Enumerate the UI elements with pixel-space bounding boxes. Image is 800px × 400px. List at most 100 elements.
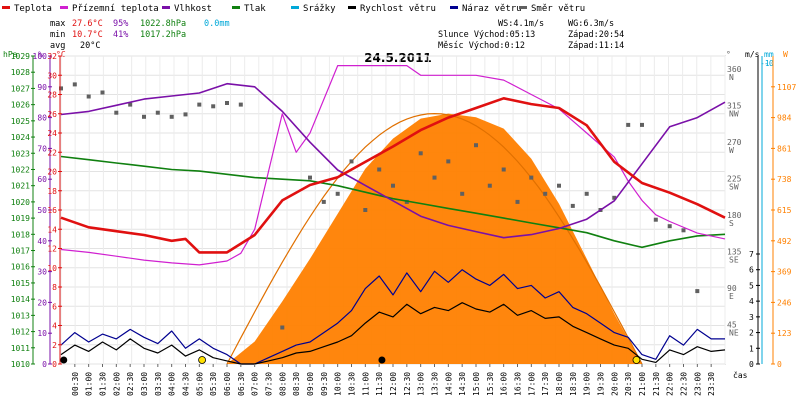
- wind-dir-point: [418, 151, 423, 156]
- chart-title: 24.5.2011: [364, 51, 432, 65]
- moonrise: Měsíc Východ:0:12: [438, 41, 525, 51]
- x-tick-label: 20:30: [624, 372, 633, 396]
- legend-item-6: Náraz větru: [450, 4, 522, 14]
- wind-dir-point: [515, 199, 520, 204]
- axis-pressure-label: 1024: [11, 133, 30, 142]
- x-tick-label: 01:30: [99, 372, 108, 396]
- solar-label: 1107: [777, 83, 796, 92]
- legend-swatch: [162, 6, 170, 9]
- series-teplota: [60, 97, 726, 254]
- legend-swatch: [291, 6, 299, 9]
- wind-dir-point: [59, 86, 63, 91]
- wind-dir-value: 315: [727, 102, 742, 111]
- axis-pressure-label: 1018: [11, 230, 30, 239]
- wind-dir-point: [557, 183, 561, 188]
- wind-dir-point: [612, 195, 617, 200]
- x-tick-label: 10:00: [334, 372, 343, 396]
- axis-pressure-label: 1010: [11, 360, 30, 369]
- wind-speed-label: 7: [749, 250, 754, 259]
- x-tick-label: 11:00: [361, 372, 370, 396]
- unit-degc: °C: [56, 50, 66, 59]
- axis-humidity-label: 90: [37, 83, 47, 92]
- axis-humidity-label: 50: [37, 206, 47, 215]
- x-tick-label: 13:30: [431, 372, 440, 396]
- axis-pressure-label: 1013: [11, 311, 30, 320]
- wind-speed-label: 0: [749, 360, 754, 369]
- legend-label: Tlak: [244, 4, 266, 14]
- stat-max-label: max: [50, 19, 65, 29]
- stat-max-rain: 0.0mm: [204, 19, 230, 29]
- legend-item-1: Přízemní teplota: [60, 4, 159, 14]
- wind-dir-point: [183, 112, 188, 117]
- x-tick-label: 23:00: [693, 372, 702, 396]
- wind-dir-point: [474, 143, 478, 148]
- wind-dir-point: [114, 110, 119, 115]
- axis-temperature-label: 6: [52, 302, 57, 311]
- axis-pressure-label: 1025: [11, 117, 30, 126]
- wind-dir-point: [349, 159, 354, 164]
- axis-pressure-label: 1011: [11, 344, 30, 353]
- wind-dir-point: [211, 104, 216, 109]
- wind-dir-point: [529, 175, 534, 180]
- x-tick-label: 19:00: [583, 372, 592, 396]
- axis-pressure-label: 1027: [11, 84, 30, 93]
- x-tick-label: 02:30: [126, 372, 135, 396]
- unit-hpa: hPa: [3, 50, 18, 59]
- wind-dir-point: [584, 191, 589, 196]
- wind-dir-point: [377, 167, 382, 172]
- axis-humidity-label: 10: [37, 329, 47, 338]
- x-tick-label: 03:30: [154, 372, 163, 396]
- stats-block: max 27.6°C 95% 1022.8hPa 0.0mm min 10.7°…: [50, 19, 230, 51]
- axis-humidity-label: 60: [37, 175, 47, 184]
- x-tick-label: 15:00: [472, 372, 481, 396]
- wind-speed-label: 6: [749, 266, 754, 275]
- x-tick-label: 12:30: [403, 372, 412, 396]
- unit-mm: mm: [764, 50, 774, 59]
- wind-dir-point: [308, 175, 312, 180]
- axis-rain: -0-1: [760, 56, 774, 364]
- axis-temperature-label: 18: [47, 187, 57, 196]
- wind-dir-point: [640, 122, 644, 127]
- x-tick-label: 16:30: [514, 372, 523, 396]
- wind-dir-point: [363, 208, 368, 212]
- wind-dir-point: [626, 122, 631, 127]
- wind-dir-value: 135: [727, 248, 742, 257]
- solar-label: 615: [777, 206, 792, 215]
- axis-humidity-label: 70: [37, 144, 47, 153]
- legend-swatch: [348, 6, 356, 9]
- wind-dir-point: [155, 110, 160, 115]
- x-tick-label: 04:30: [182, 372, 191, 396]
- wind-dir-point: [681, 228, 686, 233]
- x-tick-label: 04:00: [168, 372, 177, 396]
- solar-label: 369: [777, 268, 792, 277]
- legend-label: Rychlost větru: [360, 4, 436, 14]
- wind-speed-label: 5: [749, 281, 754, 290]
- solar-label: 123: [777, 329, 792, 338]
- wind-speed-label: 3: [749, 313, 754, 322]
- wind-dir-label: N: [729, 73, 734, 82]
- sun-marker: [198, 356, 207, 364]
- axis-pressure-label: 1015: [11, 279, 30, 288]
- wind-dir-point: [446, 159, 451, 164]
- x-tick-label: 18:00: [555, 372, 564, 396]
- legend-label: Přízemní teplota: [72, 4, 159, 14]
- axis-pressure-label: 1019: [11, 214, 30, 223]
- legend-swatch: [2, 6, 10, 9]
- x-tick-label: 10:30: [348, 372, 357, 396]
- wind-dir-point: [653, 217, 658, 222]
- axis-wind-speed: 0 1 2 3 4 5 6 7: [749, 56, 760, 369]
- wind-dir-label: SE: [729, 256, 739, 265]
- wind-dir-point: [501, 167, 506, 172]
- stat-min-hum: 41%: [113, 30, 128, 40]
- wind-dir-point: [432, 175, 437, 180]
- x-tick-label: 12:00: [389, 372, 398, 396]
- wind-dir-point: [695, 289, 700, 294]
- legend: Teplota Přízemní teplota Vlhkost Tlak Srážky…: [2, 4, 585, 14]
- series-rychlost-v-tru: [60, 302, 726, 365]
- wind-ws: WS:4.1m/s: [498, 19, 544, 29]
- axis-temperature-label: 12: [47, 245, 57, 254]
- unit-cas: čas: [733, 370, 748, 380]
- legend-label: Teplota: [14, 4, 52, 14]
